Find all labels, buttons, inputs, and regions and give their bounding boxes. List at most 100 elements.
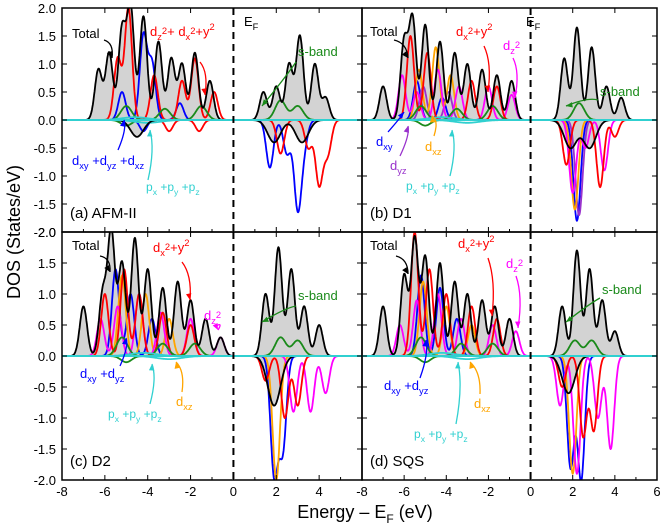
- arrow-dxz: [469, 361, 481, 395]
- annot-dxz: dxz: [474, 396, 491, 414]
- x-tick-label: -2: [483, 484, 495, 499]
- x-tick-label: 2: [273, 484, 280, 499]
- total-dos-up: [62, 8, 362, 121]
- y-tick-label: -1.0: [34, 411, 56, 426]
- plot-area: [62, 8, 362, 214]
- y-tick-label: 1.5: [38, 29, 56, 44]
- annot-p: px +py +pz: [414, 427, 468, 444]
- annot-dz2: dz2: [204, 308, 221, 326]
- fermi-label: EF: [244, 14, 259, 32]
- annot-dxy: dxy: [376, 134, 393, 152]
- x-tick-label: 0: [527, 484, 534, 499]
- x-tick-label: -8: [356, 484, 368, 499]
- x-tick-label: 4: [611, 484, 618, 499]
- dos-panel-4: (d) SQS: [361, 231, 658, 481]
- y-tick-label: 2.0: [38, 225, 56, 240]
- x-axis-label: Energy – EF (eV): [297, 502, 432, 526]
- arrow-total-head: [401, 51, 408, 58]
- y-tick-label: 0.0: [38, 113, 56, 128]
- total-dos-up: [362, 12, 657, 121]
- x-tick-label: -8: [56, 484, 68, 499]
- arrow-dxy-head: [397, 112, 404, 119]
- arrow-t2g: [119, 337, 128, 367]
- annot-p: px +py +pz: [108, 407, 162, 424]
- arrow-dxz: [175, 361, 184, 393]
- y-tick-label: -1.5: [34, 442, 56, 457]
- arrow-dz2-head: [212, 323, 218, 330]
- annot-s-band: s-band: [602, 282, 642, 297]
- fermi-label: EF: [526, 14, 541, 32]
- arrow-total: [103, 39, 113, 59]
- arrow-s-head: [566, 316, 573, 322]
- annot-total: Total: [72, 238, 100, 253]
- arrow-eg-head: [201, 88, 207, 95]
- x-tick-label: -4: [142, 484, 154, 499]
- dos-panel-3: 2.0 1.5 1.0 0.5 0.0 -0.5 -1.0 -1.5 -2.0 (c) D2: [34, 225, 363, 488]
- arrow-s-head: [566, 102, 573, 108]
- annot-dz2: dz2: [506, 256, 523, 274]
- arrow-dxz-head: [174, 362, 180, 369]
- y-tick-label: 0.0: [38, 349, 56, 364]
- arrow-total-head: [106, 51, 112, 58]
- annot-s-band: s-band: [600, 84, 640, 99]
- annot-t2g: dxy +dyz: [384, 378, 429, 396]
- y-tick-label: 0.5: [38, 85, 56, 100]
- annot-total: Total: [370, 24, 398, 39]
- y-tick-label: -0.5: [34, 141, 56, 156]
- panel-label: (d) SQS: [370, 453, 424, 470]
- plot-area: [62, 232, 362, 480]
- dos-panel-2: (b) D1: [361, 7, 658, 233]
- total-dos-up: [62, 232, 362, 357]
- arrow-p-head: [147, 130, 153, 137]
- x-tick-label: -6: [398, 484, 410, 499]
- annot-total: Total: [370, 238, 398, 253]
- y-tick-label: 1.0: [38, 57, 56, 72]
- arrow-s-head: [262, 99, 269, 106]
- annot-dx2y2: dx2+y2: [153, 238, 189, 258]
- annot-dx2y2: dx2+y2: [458, 234, 494, 254]
- panel-label: (c) D2: [70, 453, 111, 470]
- arrow-dx2y2-head: [488, 309, 495, 316]
- annot-t2g: dxy +dyz +dxz: [72, 153, 144, 171]
- annot-total: Total: [72, 26, 100, 41]
- total-dos-fill: [362, 13, 657, 120]
- arrow-total-head: [402, 267, 408, 274]
- x-tick-label: 6: [653, 484, 660, 499]
- arrow-dz2-head: [511, 91, 518, 98]
- y-tick-label: -0.5: [34, 380, 56, 395]
- arrow-t2g-head: [121, 338, 128, 345]
- plot-area: [362, 12, 657, 222]
- x-tick-label: 4: [316, 484, 323, 499]
- dos-panel-1: 2.0 1.5 1.0 0.5 0.0 -0.5 -1.0 -1.5 -2.0 (a) AFM-I…: [34, 1, 363, 240]
- x-tick-label: 2: [569, 484, 576, 499]
- arrow-p-head: [148, 364, 155, 371]
- y-tick-label: 1.5: [38, 256, 56, 271]
- x-tick-label: -2: [185, 484, 197, 499]
- arrow-total: [395, 255, 409, 275]
- arrow-dxz-head: [429, 116, 436, 123]
- arrow-p-head: [455, 362, 461, 369]
- y-tick-label: -2.0: [34, 473, 56, 488]
- annot-dxz: dxz: [425, 139, 442, 157]
- y-axis-label: DOS (States/eV): [4, 165, 24, 299]
- annot-p: px +py +pz: [146, 180, 200, 197]
- total-dos-fill: [62, 8, 362, 120]
- arrow-dx2y2-head: [484, 85, 491, 92]
- annot-s-band: s-band: [298, 44, 338, 59]
- arrow-dyz-head: [403, 126, 409, 133]
- y-tick-label: 0.5: [38, 318, 56, 333]
- annot-dxz: dxz: [176, 394, 193, 412]
- arrow-s-head: [262, 316, 269, 322]
- y-tick-label: -1.5: [34, 197, 56, 212]
- annot-s-band: s-band: [298, 288, 338, 303]
- annot-t2g: dxy +dyz: [80, 366, 125, 384]
- arrow-dx2y2-head: [186, 293, 192, 300]
- panel-label: (b) D1: [370, 205, 412, 222]
- y-tick-label: -2.0: [34, 225, 56, 240]
- arrow-total: [393, 39, 409, 59]
- annot-dz2-dx2y2: dz2+ dx2+y2: [150, 22, 215, 42]
- annot-dyz: dyz: [390, 158, 407, 176]
- x-tick-label: -4: [441, 484, 453, 499]
- y-tick-label: 2.0: [38, 1, 56, 16]
